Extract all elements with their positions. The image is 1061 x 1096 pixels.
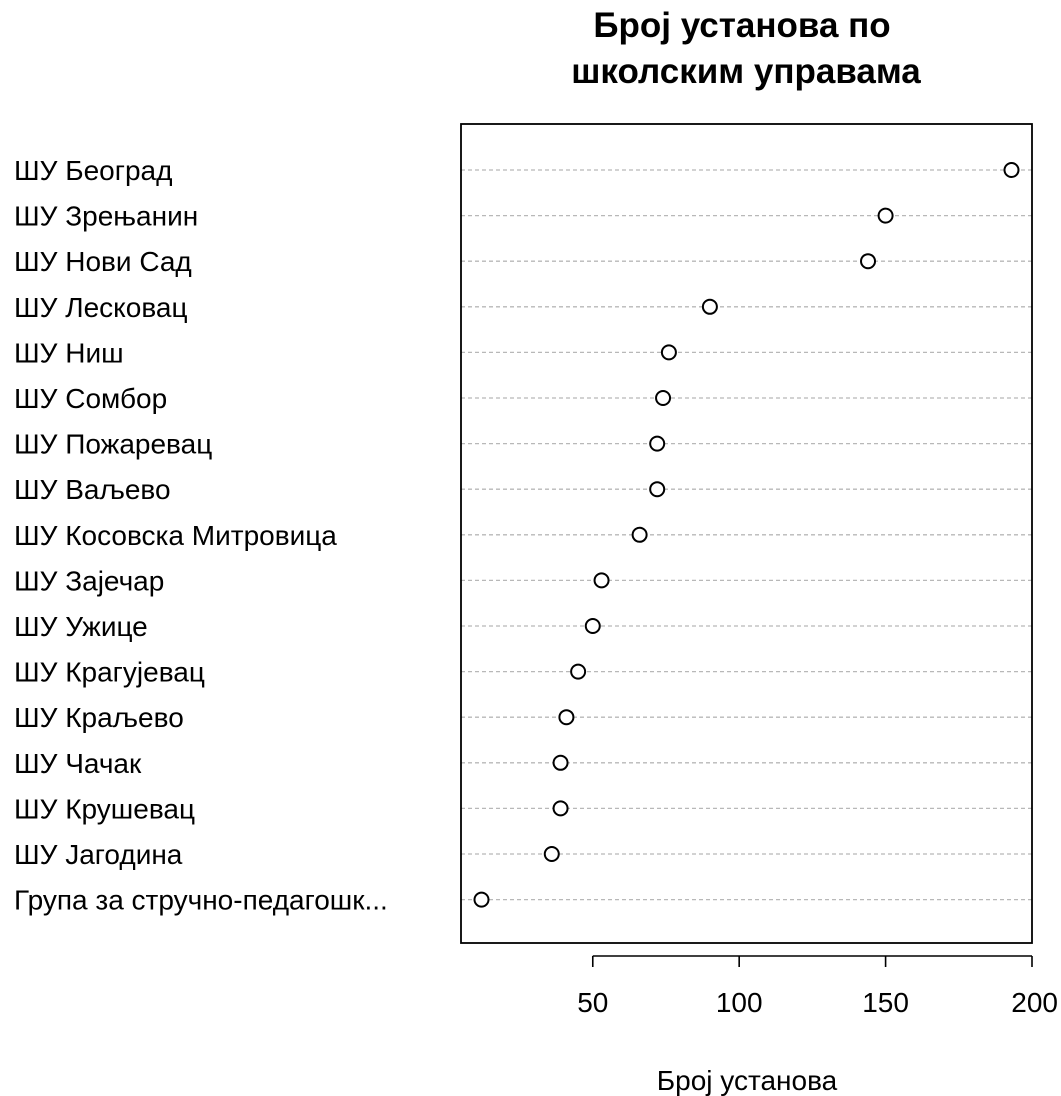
category-label: ШУ Београд	[14, 155, 172, 186]
data-point	[631, 526, 648, 543]
chart-title-line-1: Број установа по	[593, 6, 890, 45]
data-point	[473, 891, 490, 908]
data-point	[552, 754, 569, 771]
category-label: ШУ Зрењанин	[14, 201, 198, 232]
data-point	[593, 572, 610, 589]
chart-title-line-2: школским управама	[571, 52, 921, 91]
category-label: ШУ Нови Сад	[14, 246, 192, 277]
data-point	[558, 709, 575, 726]
x-axis-title: Број установа	[657, 1065, 838, 1096]
category-label: ШУ Ваљево	[14, 474, 171, 505]
data-point	[552, 800, 569, 817]
x-tick-label: 100	[716, 987, 763, 1018]
category-label: ШУ Ужице	[14, 611, 148, 642]
data-point	[1003, 162, 1020, 178]
data-point	[649, 481, 666, 498]
category-label: ШУ Лесковац	[14, 292, 187, 323]
data-point	[570, 663, 587, 680]
data-point	[543, 846, 560, 862]
data-point	[655, 390, 672, 406]
category-label: ШУ Чачак	[14, 748, 142, 779]
plot-frame	[460, 123, 1033, 944]
data-point	[660, 344, 677, 361]
data-point	[860, 253, 877, 270]
category-label: ШУ Зајечар	[14, 565, 164, 596]
category-label: ШУ Краљево	[14, 702, 184, 733]
category-label: ШУ Крушевац	[14, 793, 195, 824]
x-tick-label: 50	[577, 987, 608, 1018]
data-point	[649, 435, 666, 452]
category-label: ШУ Пожаревац	[14, 429, 212, 460]
category-label: ШУ Ниш	[14, 337, 124, 368]
data-point	[877, 207, 894, 224]
category-label: ШУ Косовска Митровица	[14, 520, 337, 551]
category-label: Група за стручно-педагошк...	[14, 885, 388, 916]
data-point	[584, 618, 601, 634]
category-label: ШУ Сомбор	[14, 383, 167, 414]
x-tick-label: 200	[1011, 987, 1058, 1018]
data-point	[701, 298, 718, 315]
category-label: ШУ Јагодина	[14, 839, 183, 870]
x-tick-label: 150	[862, 987, 909, 1018]
category-label: ШУ Крагујевац	[14, 657, 205, 688]
